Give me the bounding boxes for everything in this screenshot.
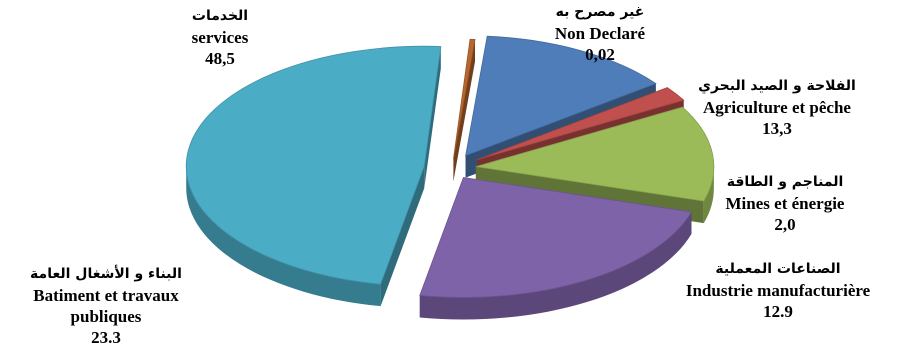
pie-slice-top-0 xyxy=(453,38,476,160)
label-arabic: الخدمات xyxy=(191,8,249,24)
pie-slice-top-4 xyxy=(419,177,693,298)
label-french: Non Declaré xyxy=(554,24,646,43)
label-arabic: المناجم و الطاقة xyxy=(726,174,844,190)
pie-slice-wall-5-1 xyxy=(424,46,441,189)
label-french: Agriculture et pêche xyxy=(703,98,851,117)
pie-slice-rim-4-0 xyxy=(419,211,692,320)
pie-slice-rim-3-0 xyxy=(703,166,714,224)
label-arabic: البناء و الأشغال العامة xyxy=(30,266,182,282)
pie-slice-wall-0-1 xyxy=(453,39,476,181)
slice-label-non-declare: غير مصرح به Non Declaré 0,02 xyxy=(520,2,680,65)
slice-label-industrie: الصناعات المعملية Industrie manufacturiè… xyxy=(662,259,894,322)
label-french: Mines et énergie xyxy=(725,194,845,213)
pie-slice-top-5 xyxy=(185,45,442,285)
label-value: 2,0 xyxy=(774,215,796,234)
pie-slice-5 xyxy=(185,45,442,307)
label-value: 0,02 xyxy=(585,45,615,64)
label-arabic: الصناعات المعملية xyxy=(715,261,841,277)
pie-slice-top-1 xyxy=(465,35,657,157)
pie-slice-wall-5-0 xyxy=(380,166,425,307)
pie-slice-0 xyxy=(453,38,476,181)
label-french: Industrie manufacturière xyxy=(685,281,871,300)
slice-label-mines: المناجم و الطاقة Mines et énergie 2,0 xyxy=(700,172,870,235)
pie-slice-top-2 xyxy=(476,87,685,161)
label-value: 48,5 xyxy=(205,49,235,68)
slice-label-batiment: البناء و الأشغال العامة Batiment et trav… xyxy=(8,264,204,348)
label-arabic: غير مصرح به xyxy=(555,4,645,20)
label-french: Batiment et travaux publiques xyxy=(33,286,179,326)
label-value: 12.9 xyxy=(763,302,793,321)
label-value: 13,3 xyxy=(762,119,792,138)
label-value: 23.3 xyxy=(91,328,121,347)
pie-slice-top-3 xyxy=(475,106,715,202)
slice-label-agriculture: الفلاحة و الصيد البحري Agriculture et pê… xyxy=(672,76,882,139)
pie-slice-rim-5-0 xyxy=(186,166,381,307)
label-french: services xyxy=(191,28,249,47)
label-arabic: الفلاحة و الصيد البحري xyxy=(698,78,856,94)
slice-label-services: الخدمات services 48,5 xyxy=(160,6,280,69)
pie-slice-4 xyxy=(419,177,693,320)
